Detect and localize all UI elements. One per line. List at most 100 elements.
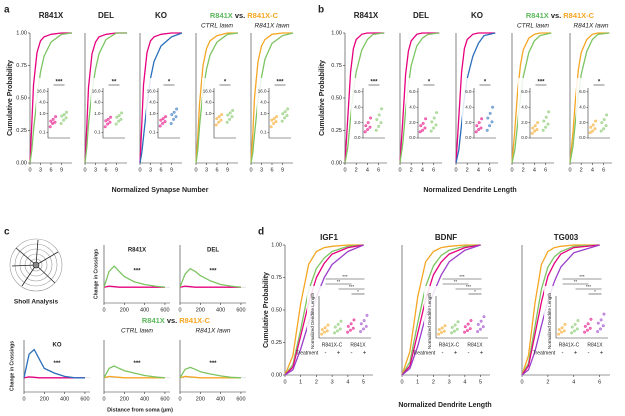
- inset-point: [488, 111, 492, 115]
- inset-point: [605, 113, 609, 117]
- inset-tick-label: 6.0: [465, 89, 472, 94]
- title-left: R841X: [210, 11, 233, 20]
- sig-label: ***: [55, 80, 63, 86]
- y-tick-label: 0.50: [331, 95, 342, 101]
- inset-point: [270, 118, 274, 122]
- chart-subtitle: CTRL lawn: [121, 328, 153, 335]
- x-tick-label: 200: [120, 307, 129, 313]
- inset-point: [450, 331, 454, 335]
- group-label: R841X: [350, 342, 366, 348]
- chart-title: R841X: [128, 248, 146, 254]
- series-line: [250, 32, 293, 164]
- x-tick-label: 0: [343, 167, 346, 173]
- series-line: [521, 244, 600, 376]
- sig-label: ***: [209, 361, 217, 367]
- inset-point: [453, 323, 457, 327]
- inset-point: [275, 115, 279, 119]
- x-tick-label: 0: [249, 167, 252, 173]
- x-tick-label: 400: [140, 307, 149, 313]
- y-tick-label: 0.75: [271, 275, 282, 281]
- panel-label: c: [4, 227, 10, 238]
- inset-point: [379, 121, 383, 125]
- inset-point: [362, 319, 366, 323]
- inset-point: [440, 326, 444, 330]
- inset-tick-label: 0.0: [521, 135, 528, 140]
- inset-tick-label: 0.0: [354, 135, 361, 140]
- x-tick-label: 9: [170, 167, 173, 173]
- inset-point: [374, 128, 378, 132]
- inset-point: [563, 322, 567, 326]
- series-line: [103, 285, 165, 288]
- x-tick-label: 600: [160, 307, 169, 313]
- inset-y-label: Normalized Dendrite Length: [310, 292, 315, 349]
- inset-point: [531, 126, 535, 130]
- sig-label: **: [337, 279, 341, 284]
- sig-label: **: [454, 279, 458, 284]
- inset-point: [435, 111, 439, 115]
- treatment-label: Treatment: [533, 350, 556, 356]
- y-tick-label: 0.50: [16, 95, 27, 101]
- inset-point: [163, 120, 167, 124]
- inset-tick-label: 4.0: [579, 104, 586, 109]
- x-axis-label: Normalized Synapse Number: [112, 187, 209, 194]
- x-tick-label: 0: [102, 396, 105, 402]
- inset-point: [272, 117, 276, 121]
- series-line: [179, 366, 241, 379]
- chart-subtitle: R841X lawn: [254, 23, 289, 30]
- inset-bg: [202, 78, 238, 140]
- x-tick-label: 2: [355, 167, 358, 173]
- inset-tick-label: 2.0: [465, 120, 472, 125]
- inset-point: [575, 327, 579, 331]
- x-tick-label: 6: [544, 167, 547, 173]
- inset-point: [60, 114, 64, 118]
- inset-tick-label: 4.0: [39, 100, 46, 105]
- x-tick-label: 6: [49, 167, 52, 173]
- inset-point: [214, 123, 218, 127]
- inset-point: [476, 330, 480, 333]
- inset-tick-label: 0.0: [579, 135, 586, 140]
- inset-point: [49, 119, 53, 123]
- series-line: [399, 32, 440, 164]
- treatment-sign: -: [588, 351, 590, 357]
- inset-axis: [318, 296, 371, 339]
- inset-tick-label: 1.0: [205, 111, 212, 116]
- panel-label: d: [258, 227, 264, 238]
- chart-subtitle: R841X lawn: [195, 328, 230, 335]
- series-line: [29, 32, 72, 164]
- comparison-title: R841X vs. R841X-C: [142, 316, 211, 325]
- inset-point: [283, 110, 287, 114]
- inset-bg: [544, 286, 610, 340]
- x-tick-label: 3: [331, 379, 334, 385]
- sig-label: ***: [209, 269, 217, 275]
- x-tick-label: 2: [522, 167, 525, 173]
- inset-point: [231, 109, 235, 112]
- x-tick-label: 0: [454, 167, 457, 173]
- inset-point: [536, 121, 540, 125]
- inset-point: [174, 115, 178, 119]
- inset-tick-label: 4.0: [521, 104, 528, 109]
- inset-point: [103, 125, 107, 129]
- inset-point: [562, 329, 566, 333]
- x-tick-label: 6: [270, 167, 273, 173]
- title-vs: vs.: [235, 11, 245, 20]
- inset-point: [104, 119, 108, 123]
- inset-point: [599, 129, 603, 133]
- inset-point: [593, 127, 597, 131]
- inset-tick-label: 2.0: [579, 120, 586, 125]
- inset-point: [482, 315, 486, 319]
- inset-point: [377, 113, 381, 117]
- x-tick-label: 3: [448, 379, 451, 385]
- x-tick-label: 600: [160, 396, 169, 402]
- inset-point: [115, 115, 119, 119]
- inset-point: [170, 113, 174, 117]
- inset-point: [594, 119, 598, 123]
- inset-tick-label: 0.1: [149, 130, 156, 135]
- inset-point: [359, 330, 363, 333]
- inset-point: [281, 112, 285, 116]
- inset-point: [161, 117, 165, 121]
- sig-label: ***: [276, 80, 284, 86]
- inset-point: [336, 322, 340, 326]
- sig-label: ***: [466, 284, 472, 289]
- y-axis-label: Change in Crossings: [93, 249, 99, 299]
- inset-point: [455, 327, 459, 331]
